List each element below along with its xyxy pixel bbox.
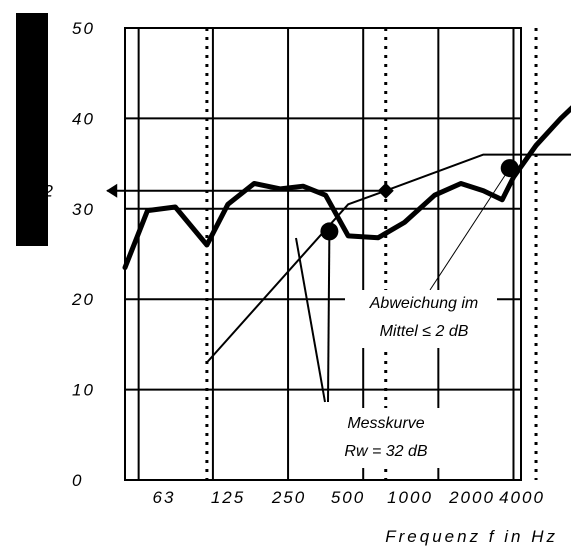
- annotation-messkurve-line1: Messkurve: [347, 415, 424, 432]
- x-tick-label: 250: [271, 488, 306, 507]
- leader-line-abweichung: [429, 167, 511, 291]
- annotation-abweichung-line1: Abweichung im: [369, 295, 479, 312]
- annotation-box: [320, 408, 452, 468]
- x-tick-label: 1000: [387, 488, 433, 507]
- diamond-marker: [377, 182, 394, 199]
- rating-bar: [16, 13, 48, 246]
- x-tick-label: 4000: [499, 488, 545, 507]
- markers-layer: [106, 159, 519, 241]
- plot-frame: [124, 27, 522, 481]
- leader-line-messkurve: [327, 231, 331, 403]
- y-tick-label: 50: [72, 19, 95, 38]
- dotted-verticals: [205, 28, 538, 480]
- x-tick-label: 63: [153, 488, 176, 507]
- x-axis-label: Frequenz f in Hz: [385, 527, 558, 546]
- triangle-marker: [106, 183, 118, 198]
- grid: [124, 27, 522, 481]
- x-tick-label: 500: [331, 488, 365, 507]
- y-tick-label: 20: [71, 290, 95, 309]
- x-tick-label: 2000: [448, 488, 495, 507]
- x-tick-label: 125: [211, 488, 245, 507]
- y-tick-label: 40: [72, 109, 95, 128]
- annotation-messkurve-line2: Rw = 32 dB: [344, 443, 427, 460]
- y-marker-label: 32: [32, 182, 55, 201]
- x-tick-labels: 63 125 250 500 1000 2000 4000: [153, 488, 545, 507]
- annotation-box: [345, 290, 497, 348]
- annotations: Abweichung im Mittel ≤ 2 dB Messkurve Rw = …: [295, 167, 511, 468]
- y-tick-labels: 0 10 20 30 40 50 32: [32, 19, 95, 490]
- series-layer: [106, 105, 571, 364]
- y-tick-label: 0: [72, 471, 83, 490]
- annotation-abweichung-line2: Mittel ≤ 2 dB: [380, 323, 469, 340]
- y-tick-label: 10: [72, 381, 95, 400]
- series-line: [122, 105, 571, 271]
- leader-line-messkurve-2: [295, 237, 326, 403]
- y-tick-label: 30: [72, 200, 95, 219]
